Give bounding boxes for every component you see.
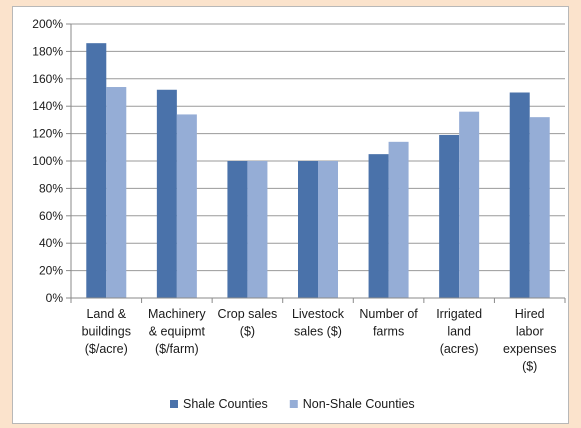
x-tick-label: Machinery & equipmt ($/farm) (148, 307, 206, 356)
bar (156, 89, 177, 298)
y-tick-label: 180% (32, 44, 63, 58)
legend-swatch (289, 400, 298, 408)
bar (298, 161, 318, 298)
bars (86, 43, 550, 299)
bar (459, 111, 480, 299)
legend-label: Non-Shale Counties (303, 397, 415, 411)
y-tick-label: 0% (46, 291, 64, 305)
bar (176, 114, 197, 298)
bar (86, 43, 107, 299)
y-tick-label: 140% (32, 99, 63, 113)
axes (70, 24, 566, 303)
x-tick-label: Irrigated land (acres) (436, 307, 482, 356)
y-tick-label: 120% (32, 127, 63, 141)
y-tick-label: 40% (39, 236, 63, 250)
x-tick-label: Crop sales ($) (218, 307, 278, 339)
bar (388, 141, 409, 298)
bar-chart: 0% 20% 40% 60% 80% 100% 120% 140% 160% 180% 200% L… (32, 17, 566, 411)
y-tick-label: 60% (39, 209, 63, 223)
x-tick-label: Number of farms (359, 307, 418, 339)
x-axis-labels: Land & buildings ($/acre) Machinery & equipm… (82, 307, 557, 374)
chart-frame: 0% 20% 40% 60% 80% 100% 120% 140% 160% 180% 200% L… (12, 6, 569, 424)
bar (318, 161, 338, 298)
x-tick-label: Hired labor expenses ($) (503, 307, 557, 374)
bar (509, 92, 530, 298)
y-tick-label: 20% (39, 264, 63, 278)
y-axis-ticks: 0% 20% 40% 60% 80% 100% 120% 140% 160% 180% 200% (32, 17, 71, 305)
y-tick-label: 160% (32, 72, 63, 86)
x-tick-label: Land & buildings ($/acre) (82, 307, 131, 356)
bar (439, 134, 460, 298)
bar (247, 161, 268, 298)
y-tick-label: 200% (32, 17, 63, 31)
legend-label: Shale Counties (183, 397, 268, 411)
bar (106, 87, 127, 299)
legend: Shale Counties Non-Shale Counties (170, 397, 415, 411)
y-tick-label: 100% (32, 154, 63, 168)
x-tick-label: Livestock sales ($) (292, 307, 345, 339)
bar (368, 154, 389, 298)
bar (227, 161, 248, 298)
legend-swatch (170, 400, 178, 408)
y-tick-label: 80% (39, 181, 63, 195)
bar (529, 117, 550, 298)
